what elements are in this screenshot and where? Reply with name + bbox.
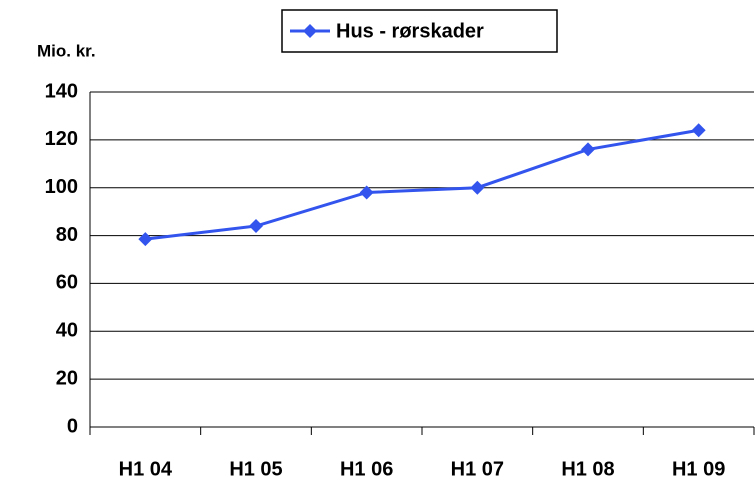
y-tick-label: 80 — [56, 224, 78, 246]
y-tick-label: 0 — [67, 415, 78, 437]
marker — [359, 185, 374, 200]
y-tick-label: 60 — [56, 272, 78, 294]
y-tick-label: 40 — [56, 320, 78, 342]
legend-label: Hus - rørskader — [336, 20, 484, 42]
legend-marker — [303, 24, 317, 38]
y-tick-label: 120 — [45, 128, 78, 150]
marker — [691, 123, 706, 138]
marker — [581, 142, 595, 157]
y-tick-label: 20 — [56, 367, 78, 389]
x-tick-label: H1 09 — [672, 458, 725, 480]
y-axis-label: Mio. kr. — [37, 41, 96, 60]
marker — [470, 180, 485, 195]
marker — [249, 219, 263, 233]
x-tick-label: H1 04 — [119, 458, 173, 480]
marker — [138, 232, 153, 247]
x-tick-label: H1 06 — [340, 458, 393, 480]
x-tick-label: H1 08 — [561, 458, 614, 480]
line — [145, 128, 699, 241]
x-tick-label: H1 07 — [451, 458, 504, 480]
x-tick-label: H1 05 — [229, 458, 282, 480]
y-tick-label: 140 — [45, 80, 78, 102]
y-tick-label: 100 — [45, 176, 78, 198]
